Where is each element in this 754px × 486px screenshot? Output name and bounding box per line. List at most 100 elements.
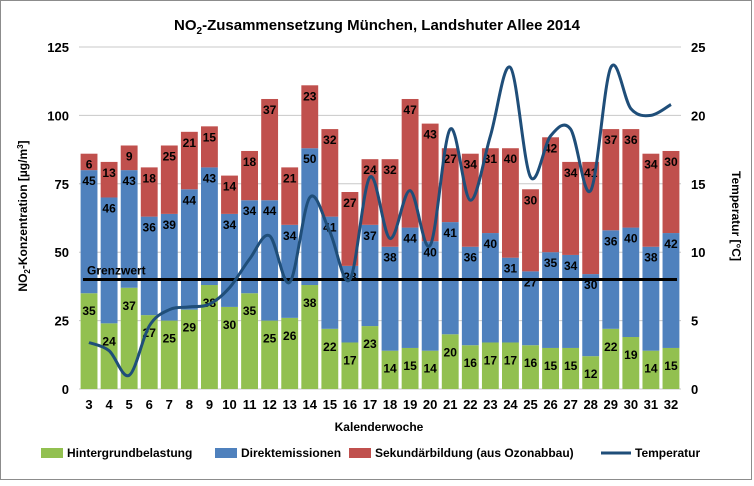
x-tick-label: 18 xyxy=(383,397,397,412)
bar-background xyxy=(321,329,338,389)
bar-data-label: 35 xyxy=(243,304,257,318)
y-axis-left-title-b: -Konzentration [µg/m xyxy=(16,149,30,269)
x-tick-label: 11 xyxy=(243,397,257,412)
x-tick-label: 21 xyxy=(443,397,457,412)
bar-data-label: 15 xyxy=(403,359,417,373)
bar-data-label: 43 xyxy=(423,128,437,142)
bar-data-label: 14 xyxy=(223,180,237,194)
bar-data-label: 16 xyxy=(524,356,538,370)
x-tick-label: 10 xyxy=(222,397,236,412)
y-left-tick-label: 25 xyxy=(55,314,69,329)
y-right-tick-label: 10 xyxy=(691,245,705,260)
y-axis-left-title-c: ] xyxy=(16,140,30,144)
bar-data-label: 30 xyxy=(524,193,538,207)
chart-title-rest: -Zusammensetzung München, Landshuter All… xyxy=(202,17,581,34)
bar-data-label: 41 xyxy=(444,226,458,240)
x-tick-label: 29 xyxy=(604,397,618,412)
y-left-tick-label: 125 xyxy=(47,40,69,55)
bar-data-label: 34 xyxy=(223,218,237,232)
bar-data-label: 50 xyxy=(303,152,317,166)
bar-data-label: 9 xyxy=(126,149,133,163)
x-tick-label: 25 xyxy=(523,397,537,412)
bar-data-label: 30 xyxy=(223,318,237,332)
bar-direct xyxy=(402,228,419,348)
bar-data-label: 37 xyxy=(263,103,277,117)
bar-data-label: 38 xyxy=(303,296,317,310)
x-tick-label: 9 xyxy=(206,397,213,412)
x-tick-label: 14 xyxy=(303,397,318,412)
bar-data-label: 36 xyxy=(464,251,478,265)
bar-data-label: 37 xyxy=(122,299,136,313)
y-right-tick-label: 5 xyxy=(691,314,698,329)
bar-data-label: 23 xyxy=(363,337,377,351)
bar-data-label: 32 xyxy=(323,133,337,147)
x-tick-label: 32 xyxy=(664,397,678,412)
bar-data-label: 38 xyxy=(383,251,397,265)
x-tick-label: 22 xyxy=(463,397,477,412)
bar-data-label: 12 xyxy=(584,367,598,381)
legend-item-direct-label: Direktemissionen xyxy=(241,446,341,460)
bar-data-label: 37 xyxy=(363,229,377,243)
x-tick-label: 7 xyxy=(166,397,173,412)
legend-item-secondary-label: Sekundärbildung (aus Ozonabbau) xyxy=(375,446,574,460)
bar-data-label: 17 xyxy=(504,353,518,367)
bar-data-label: 38 xyxy=(644,251,658,265)
bar-data-label: 25 xyxy=(163,332,177,346)
y-left-tick-label: 100 xyxy=(47,108,69,123)
x-tick-label: 16 xyxy=(343,397,357,412)
legend-item-temperature-label: Temperatur xyxy=(635,446,700,460)
y-axis-right-title: Temperatur [°C] xyxy=(729,171,743,261)
bar-data-label: 45 xyxy=(82,174,96,188)
bar-data-label: 15 xyxy=(564,359,578,373)
x-tick-label: 31 xyxy=(644,397,658,412)
x-axis-title: Kalenderwoche xyxy=(335,420,424,434)
bar-data-label: 32 xyxy=(383,163,397,177)
bar-data-label: 40 xyxy=(504,152,518,166)
bar-data-label: 6 xyxy=(86,158,93,172)
bar-data-label: 21 xyxy=(283,171,297,185)
chart-title-main: NO xyxy=(174,17,197,34)
y-right-tick-label: 20 xyxy=(691,108,705,123)
bar-data-label: 24 xyxy=(363,163,377,177)
x-tick-label: 6 xyxy=(146,397,153,412)
bar-data-label: 43 xyxy=(122,174,136,188)
bar-data-label: 47 xyxy=(403,103,417,117)
bar-background xyxy=(362,326,379,389)
bar-data-label: 23 xyxy=(303,89,317,103)
bar-data-label: 17 xyxy=(484,353,498,367)
x-tick-label: 8 xyxy=(186,397,193,412)
bar-data-label: 40 xyxy=(624,232,638,246)
bar-data-label: 21 xyxy=(183,136,197,150)
x-tick-label: 4 xyxy=(105,397,113,412)
bar-data-label: 34 xyxy=(564,166,578,180)
bar-direct xyxy=(261,200,278,320)
bar-data-label: 27 xyxy=(343,196,357,210)
bar-data-label: 14 xyxy=(383,362,397,376)
bar-data-label: 27 xyxy=(524,275,538,289)
bar-data-label: 29 xyxy=(183,321,197,335)
bar-data-label: 15 xyxy=(203,130,217,144)
y-left-tick-label: 75 xyxy=(55,177,69,192)
bar-data-label: 26 xyxy=(283,329,297,343)
x-tick-label: 24 xyxy=(503,397,518,412)
legend-item-background-swatch xyxy=(41,448,63,458)
bar-data-label: 34 xyxy=(644,158,658,172)
bar-data-label: 35 xyxy=(544,256,558,270)
x-tick-label: 15 xyxy=(323,397,337,412)
bar-data-label: 36 xyxy=(624,133,638,147)
x-tick-label: 30 xyxy=(624,397,638,412)
x-tick-label: 17 xyxy=(363,397,377,412)
bar-data-label: 25 xyxy=(163,149,177,163)
x-tick-label: 13 xyxy=(282,397,296,412)
legend-item-direct-swatch xyxy=(215,448,237,458)
legend-item-secondary-swatch xyxy=(349,448,371,458)
x-tick-label: 12 xyxy=(262,397,276,412)
bar-data-label: 17 xyxy=(343,353,357,367)
y-left-tick-label: 50 xyxy=(55,245,69,260)
x-tick-label: 3 xyxy=(85,397,92,412)
bar-data-label: 31 xyxy=(504,262,518,276)
x-tick-label: 26 xyxy=(543,397,557,412)
x-tick-label: 19 xyxy=(403,397,417,412)
bar-data-label: 34 xyxy=(243,204,257,218)
y-right-tick-label: 25 xyxy=(691,40,705,55)
